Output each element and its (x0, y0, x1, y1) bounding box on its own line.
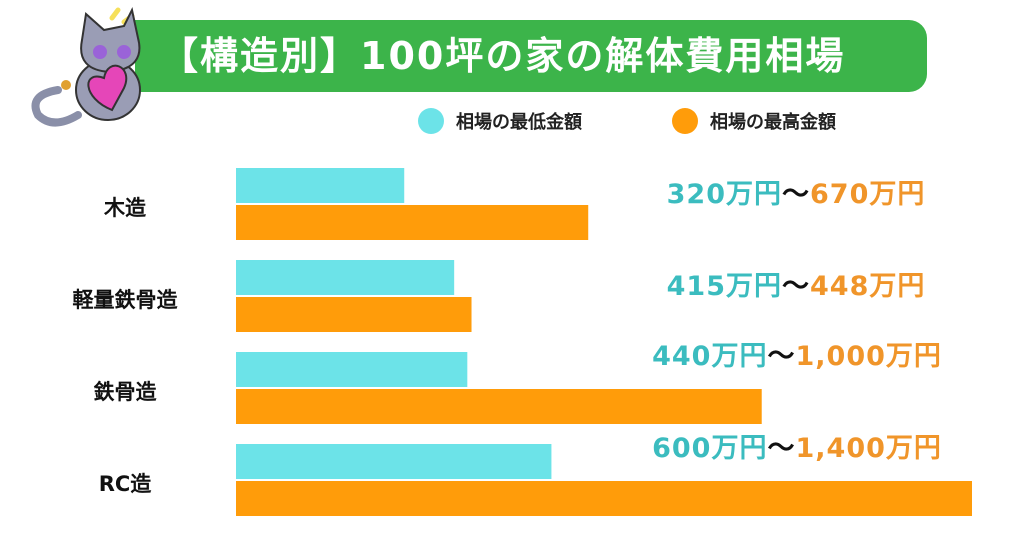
bar-min (236, 444, 552, 479)
legend-min-label: 相場の最低金額 (456, 112, 582, 133)
legend-max-label: 相場の最高金額 (710, 112, 836, 133)
legend-max-swatch (672, 108, 698, 134)
cat-mascot-icon (31, 7, 141, 127)
range-label: 600万円〜1,400万円 (597, 426, 997, 465)
range-sep: 〜 (767, 341, 796, 372)
range-min: 415万円 (666, 271, 782, 302)
range-min: 600万円 (652, 433, 768, 464)
legend-min-swatch (418, 108, 444, 134)
range-min: 440万円 (652, 341, 768, 372)
legend-min: 相場の最低金額 (418, 108, 582, 134)
bar-min (236, 352, 468, 387)
range-label: 320万円〜670万円 (596, 172, 996, 211)
range-label: 415万円〜448万円 (596, 264, 996, 303)
range-max: 670万円 (810, 179, 926, 210)
category-label: 木造 (104, 196, 146, 220)
range-max: 1,000万円 (795, 341, 942, 372)
bar-min (236, 260, 455, 295)
category-label: 鉄骨造 (93, 380, 157, 404)
title-banner (135, 20, 927, 92)
range-label: 440万円〜1,000万円 (597, 334, 997, 373)
bar-max (236, 205, 589, 240)
chart-title: 【構造別】100坪の家の解体費用相場 (160, 34, 846, 78)
range-sep: 〜 (767, 433, 796, 464)
range-max: 1,400万円 (795, 433, 942, 464)
bar-max (236, 297, 472, 332)
category-label: RC造 (98, 472, 152, 496)
bar-max (236, 389, 762, 424)
legend-max: 相場の最高金額 (672, 108, 836, 134)
range-min: 320万円 (666, 179, 782, 210)
range-sep: 〜 (782, 179, 810, 210)
range-sep: 〜 (782, 271, 810, 302)
category-label: 軽量鉄骨造 (72, 288, 178, 312)
bar-max (236, 481, 972, 516)
bar-min (236, 168, 405, 203)
range-max: 448万円 (810, 271, 926, 302)
